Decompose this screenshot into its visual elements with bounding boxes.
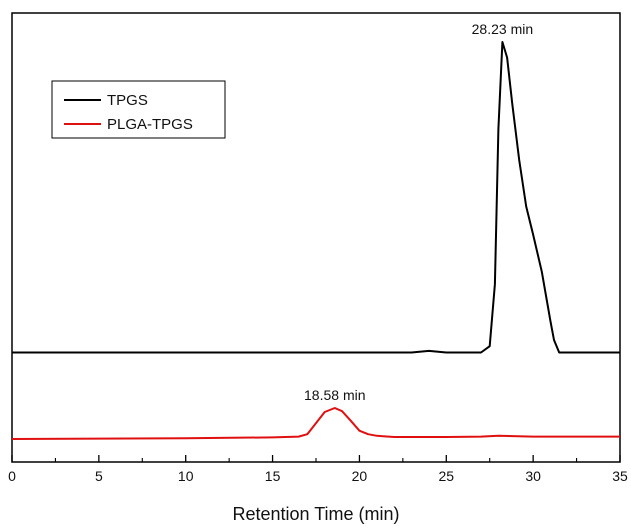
- x-tick-label: 10: [178, 468, 194, 484]
- x-tick-label: 0: [8, 468, 16, 484]
- x-tick-label: 15: [265, 468, 281, 484]
- x-tick-label: 35: [612, 468, 628, 484]
- x-axis-tick-labels: 0 5 10 15 20 25 30 35: [8, 468, 628, 484]
- x-tick-label: 25: [438, 468, 454, 484]
- legend-label-tpgs: TPGS: [107, 92, 148, 109]
- x-axis-label: Retention Time (min): [232, 504, 399, 524]
- series-line-tpgs: [12, 41, 620, 354]
- x-axis-ticks: [11, 455, 621, 462]
- peak-annotation: 28.23 min: [472, 21, 533, 37]
- x-tick-label: 30: [525, 468, 541, 484]
- annotation-layer: 28.23 min 18.58 min: [304, 21, 533, 403]
- legend: TPGS PLGA-TPGS: [51, 80, 226, 139]
- legend-label-plga-tpgs: PLGA-TPGS: [107, 116, 193, 133]
- x-tick-label: 20: [352, 468, 368, 484]
- peak-annotation: 18.58 min: [304, 387, 365, 403]
- series-layer: [11, 41, 620, 440]
- legend-box: [51, 80, 226, 139]
- series-line-plga-tpgs: [11, 407, 620, 440]
- x-tick-label: 5: [95, 468, 103, 484]
